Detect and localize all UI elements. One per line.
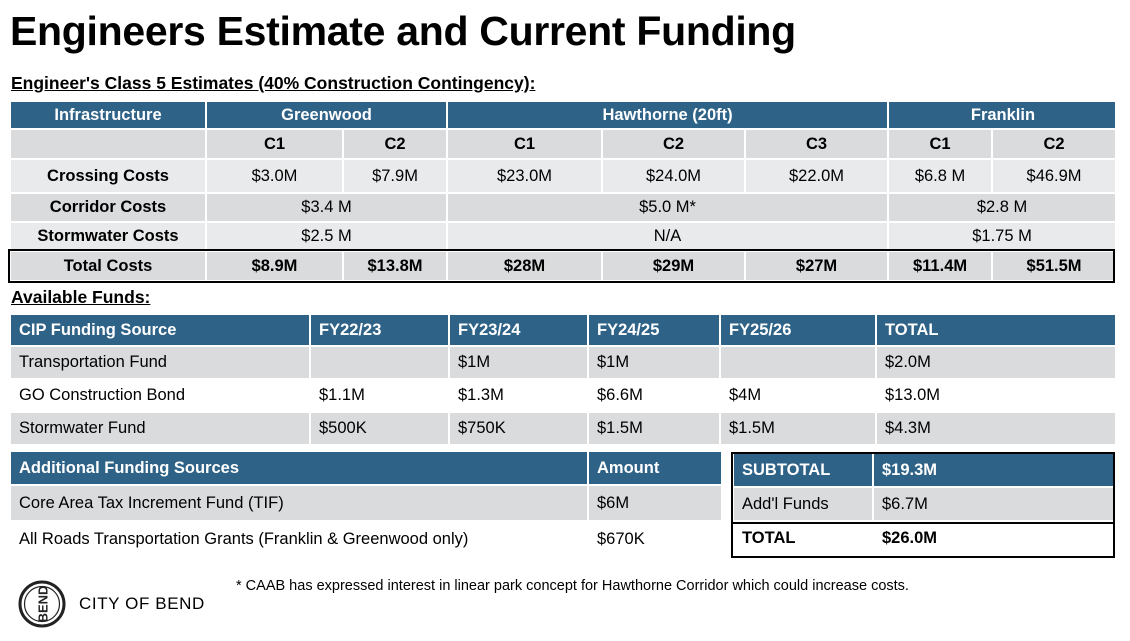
cip-cell: GO Construction Bond <box>9 378 311 413</box>
cip-cell: $2.0M <box>875 345 1117 380</box>
cip-cell: $500K <box>309 411 450 446</box>
stormwater-franklin: $1.75 M <box>887 221 1118 252</box>
city-seal-icon: BEND <box>18 580 66 628</box>
cip-cell: $4M <box>719 378 877 413</box>
options-row: C1 C2 C1 C2 C3 C1 C2 <box>9 128 1118 160</box>
corridor-costs-label: Corridor Costs <box>9 192 207 223</box>
additional-cell: All Roads Transportation Grants (Frankli… <box>9 520 589 558</box>
crossing-franklin-c1: $6.8 M <box>887 158 994 194</box>
cip-cell: $4.3M <box>875 411 1117 446</box>
header-infrastructure: Infrastructure <box>9 100 207 130</box>
crossing-costs-row: Crossing Costs $3.0M $7.9M $23.0M $24.0M… <box>9 158 1118 194</box>
crossing-costs-label: Crossing Costs <box>9 158 207 194</box>
total-hawthorne-c2: $29M <box>601 250 747 282</box>
subtotal-value: $19.3M <box>872 452 1117 488</box>
option-franklin-c2: C2 <box>991 128 1118 160</box>
city-of-bend-logo-text: CITY OF BEND <box>79 594 205 613</box>
header-greenwood: Greenwood <box>204 100 449 130</box>
addl-funds-row: Add'l Funds $6.7M <box>732 486 1117 522</box>
estimates-table: Infrastructure Greenwood Hawthorne (20ft… <box>9 100 1118 282</box>
total-franklin-c2: $51.5M <box>991 250 1118 282</box>
crossing-greenwood-c2: $7.9M <box>341 158 449 194</box>
cip-cell: $1M <box>587 345 721 380</box>
total-costs-row: Total Costs $8.9M $13.8M $28M $29M $27M … <box>9 250 1118 282</box>
corridor-franklin: $2.8 M <box>887 192 1118 223</box>
cip-cell: Stormwater Fund <box>9 411 311 446</box>
additional-cell: Core Area Tax Increment Fund (TIF) <box>9 484 589 522</box>
table-row: Core Area Tax Increment Fund (TIF) $6M <box>9 484 723 522</box>
table-row: Transportation Fund $1M $1M $2.0M <box>9 345 1117 380</box>
cip-header-row: CIP Funding Source FY22/23 FY23/24 FY24/… <box>9 313 1117 347</box>
total-hawthorne-c1: $28M <box>446 250 604 282</box>
cip-cell: $1M <box>448 345 589 380</box>
stormwater-greenwood: $2.5 M <box>204 221 449 252</box>
stormwater-costs-label: Stormwater Costs <box>9 221 207 252</box>
corridor-costs-row: Corridor Costs $3.4 M $5.0 M* $2.8 M <box>9 192 1118 223</box>
header-franklin: Franklin <box>887 100 1118 130</box>
cip-cell: $750K <box>448 411 589 446</box>
additional-header-amount: Amount <box>587 450 723 486</box>
cip-cell: $1.3M <box>448 378 589 413</box>
total-greenwood-c2: $13.8M <box>341 250 449 282</box>
cip-header-total: TOTAL <box>875 313 1117 347</box>
cip-header-fy2425: FY24/25 <box>587 313 721 347</box>
option-greenwood-c1: C1 <box>205 128 344 160</box>
subtotal-row: SUBTOTAL $19.3M <box>732 452 1117 488</box>
corridor-greenwood: $3.4 M <box>204 192 449 223</box>
subtotal-label: SUBTOTAL <box>732 452 874 488</box>
cip-cell: $6.6M <box>587 378 721 413</box>
total-greenwood-c1: $8.9M <box>205 250 344 282</box>
total-costs-label: Total Costs <box>9 250 207 282</box>
additional-header-source: Additional Funding Sources <box>9 450 589 486</box>
grand-total-row: TOTAL $26.0M <box>732 520 1117 556</box>
additional-header-row: Additional Funding Sources Amount <box>9 450 723 486</box>
additional-cell: $670K <box>587 520 723 558</box>
estimates-subtitle: Engineer's Class 5 Estimates (40% Constr… <box>11 73 536 93</box>
total-franklin-c1: $11.4M <box>887 250 994 282</box>
crossing-franklin-c2: $46.9M <box>991 158 1118 194</box>
header-hawthorne: Hawthorne (20ft) <box>446 100 890 130</box>
crossing-hawthorne-c1: $23.0M <box>446 158 604 194</box>
logo-mark: BEND <box>36 586 51 623</box>
stormwater-costs-row: Stormwater Costs $2.5 M N/A $1.75 M <box>9 221 1118 252</box>
options-blank <box>9 128 207 160</box>
option-hawthorne-c3: C3 <box>744 128 890 160</box>
option-hawthorne-c1: C1 <box>446 128 604 160</box>
crossing-greenwood-c1: $3.0M <box>205 158 344 194</box>
cip-header-fy2526: FY25/26 <box>719 313 877 347</box>
grand-total-label: TOTAL <box>732 520 874 556</box>
option-greenwood-c2: C2 <box>341 128 449 160</box>
additional-cell: $6M <box>587 484 723 522</box>
footnote: * CAAB has expressed interest in linear … <box>236 578 909 594</box>
corridor-hawthorne: $5.0 M* <box>446 192 890 223</box>
funds-subtitle: Available Funds: <box>11 287 151 307</box>
option-franklin-c1: C1 <box>887 128 994 160</box>
cip-header-fy2324: FY23/24 <box>448 313 589 347</box>
total-hawthorne-c3: $27M <box>744 250 890 282</box>
cip-cell <box>309 345 450 380</box>
estimates-header-row: Infrastructure Greenwood Hawthorne (20ft… <box>9 100 1118 130</box>
cip-cell: $1.5M <box>719 411 877 446</box>
addl-funds-label: Add'l Funds <box>732 486 874 522</box>
addl-funds-value: $6.7M <box>872 486 1117 522</box>
cip-header-fy2223: FY22/23 <box>309 313 450 347</box>
additional-funding-table: Additional Funding Sources Amount Core A… <box>9 450 723 558</box>
cip-cell <box>719 345 877 380</box>
table-row: GO Construction Bond $1.1M $1.3M $6.6M $… <box>9 378 1117 413</box>
table-row: Stormwater Fund $500K $750K $1.5M $1.5M … <box>9 411 1117 446</box>
cip-cell: $1.1M <box>309 378 450 413</box>
summary-table: SUBTOTAL $19.3M Add'l Funds $6.7M TOTAL … <box>732 452 1117 556</box>
option-hawthorne-c2: C2 <box>601 128 747 160</box>
stormwater-hawthorne: N/A <box>446 221 890 252</box>
cip-cell: $1.5M <box>587 411 721 446</box>
grand-total-value: $26.0M <box>872 520 1117 556</box>
cip-funding-table: CIP Funding Source FY22/23 FY23/24 FY24/… <box>9 313 1117 446</box>
crossing-hawthorne-c2: $24.0M <box>601 158 747 194</box>
crossing-hawthorne-c3: $22.0M <box>744 158 890 194</box>
cip-cell: Transportation Fund <box>9 345 311 380</box>
table-row: All Roads Transportation Grants (Frankli… <box>9 520 723 558</box>
cip-header-source: CIP Funding Source <box>9 313 311 347</box>
page-title: Engineers Estimate and Current Funding <box>10 8 796 54</box>
cip-cell: $13.0M <box>875 378 1117 413</box>
